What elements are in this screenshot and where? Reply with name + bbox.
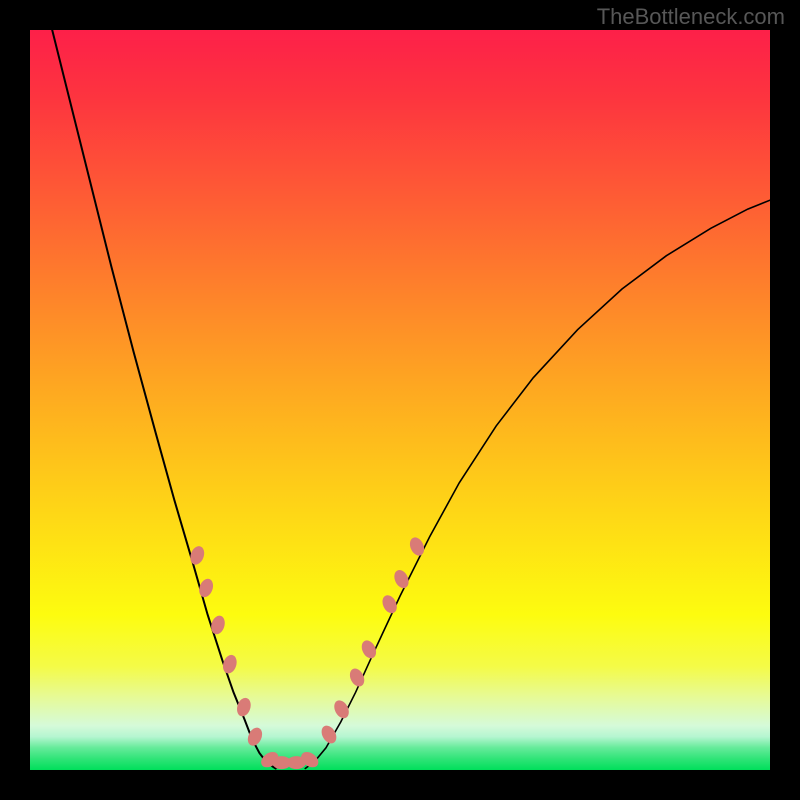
curve-marker [331, 698, 351, 721]
plot-area [30, 30, 770, 770]
curve-marker [221, 653, 239, 675]
watermark-text: TheBottleneck.com [597, 4, 785, 30]
marker-group [188, 535, 427, 770]
curve-marker [319, 723, 340, 746]
curve-marker [407, 535, 427, 558]
curve-marker [235, 696, 253, 718]
plot-svg [30, 30, 770, 770]
curve-marker [347, 666, 367, 689]
curve-left [52, 30, 275, 769]
chart-frame: TheBottleneck.com [0, 0, 800, 800]
curve-marker [209, 614, 227, 636]
curve-marker [188, 544, 207, 566]
curve-marker [197, 577, 216, 599]
curve-right [305, 200, 770, 768]
